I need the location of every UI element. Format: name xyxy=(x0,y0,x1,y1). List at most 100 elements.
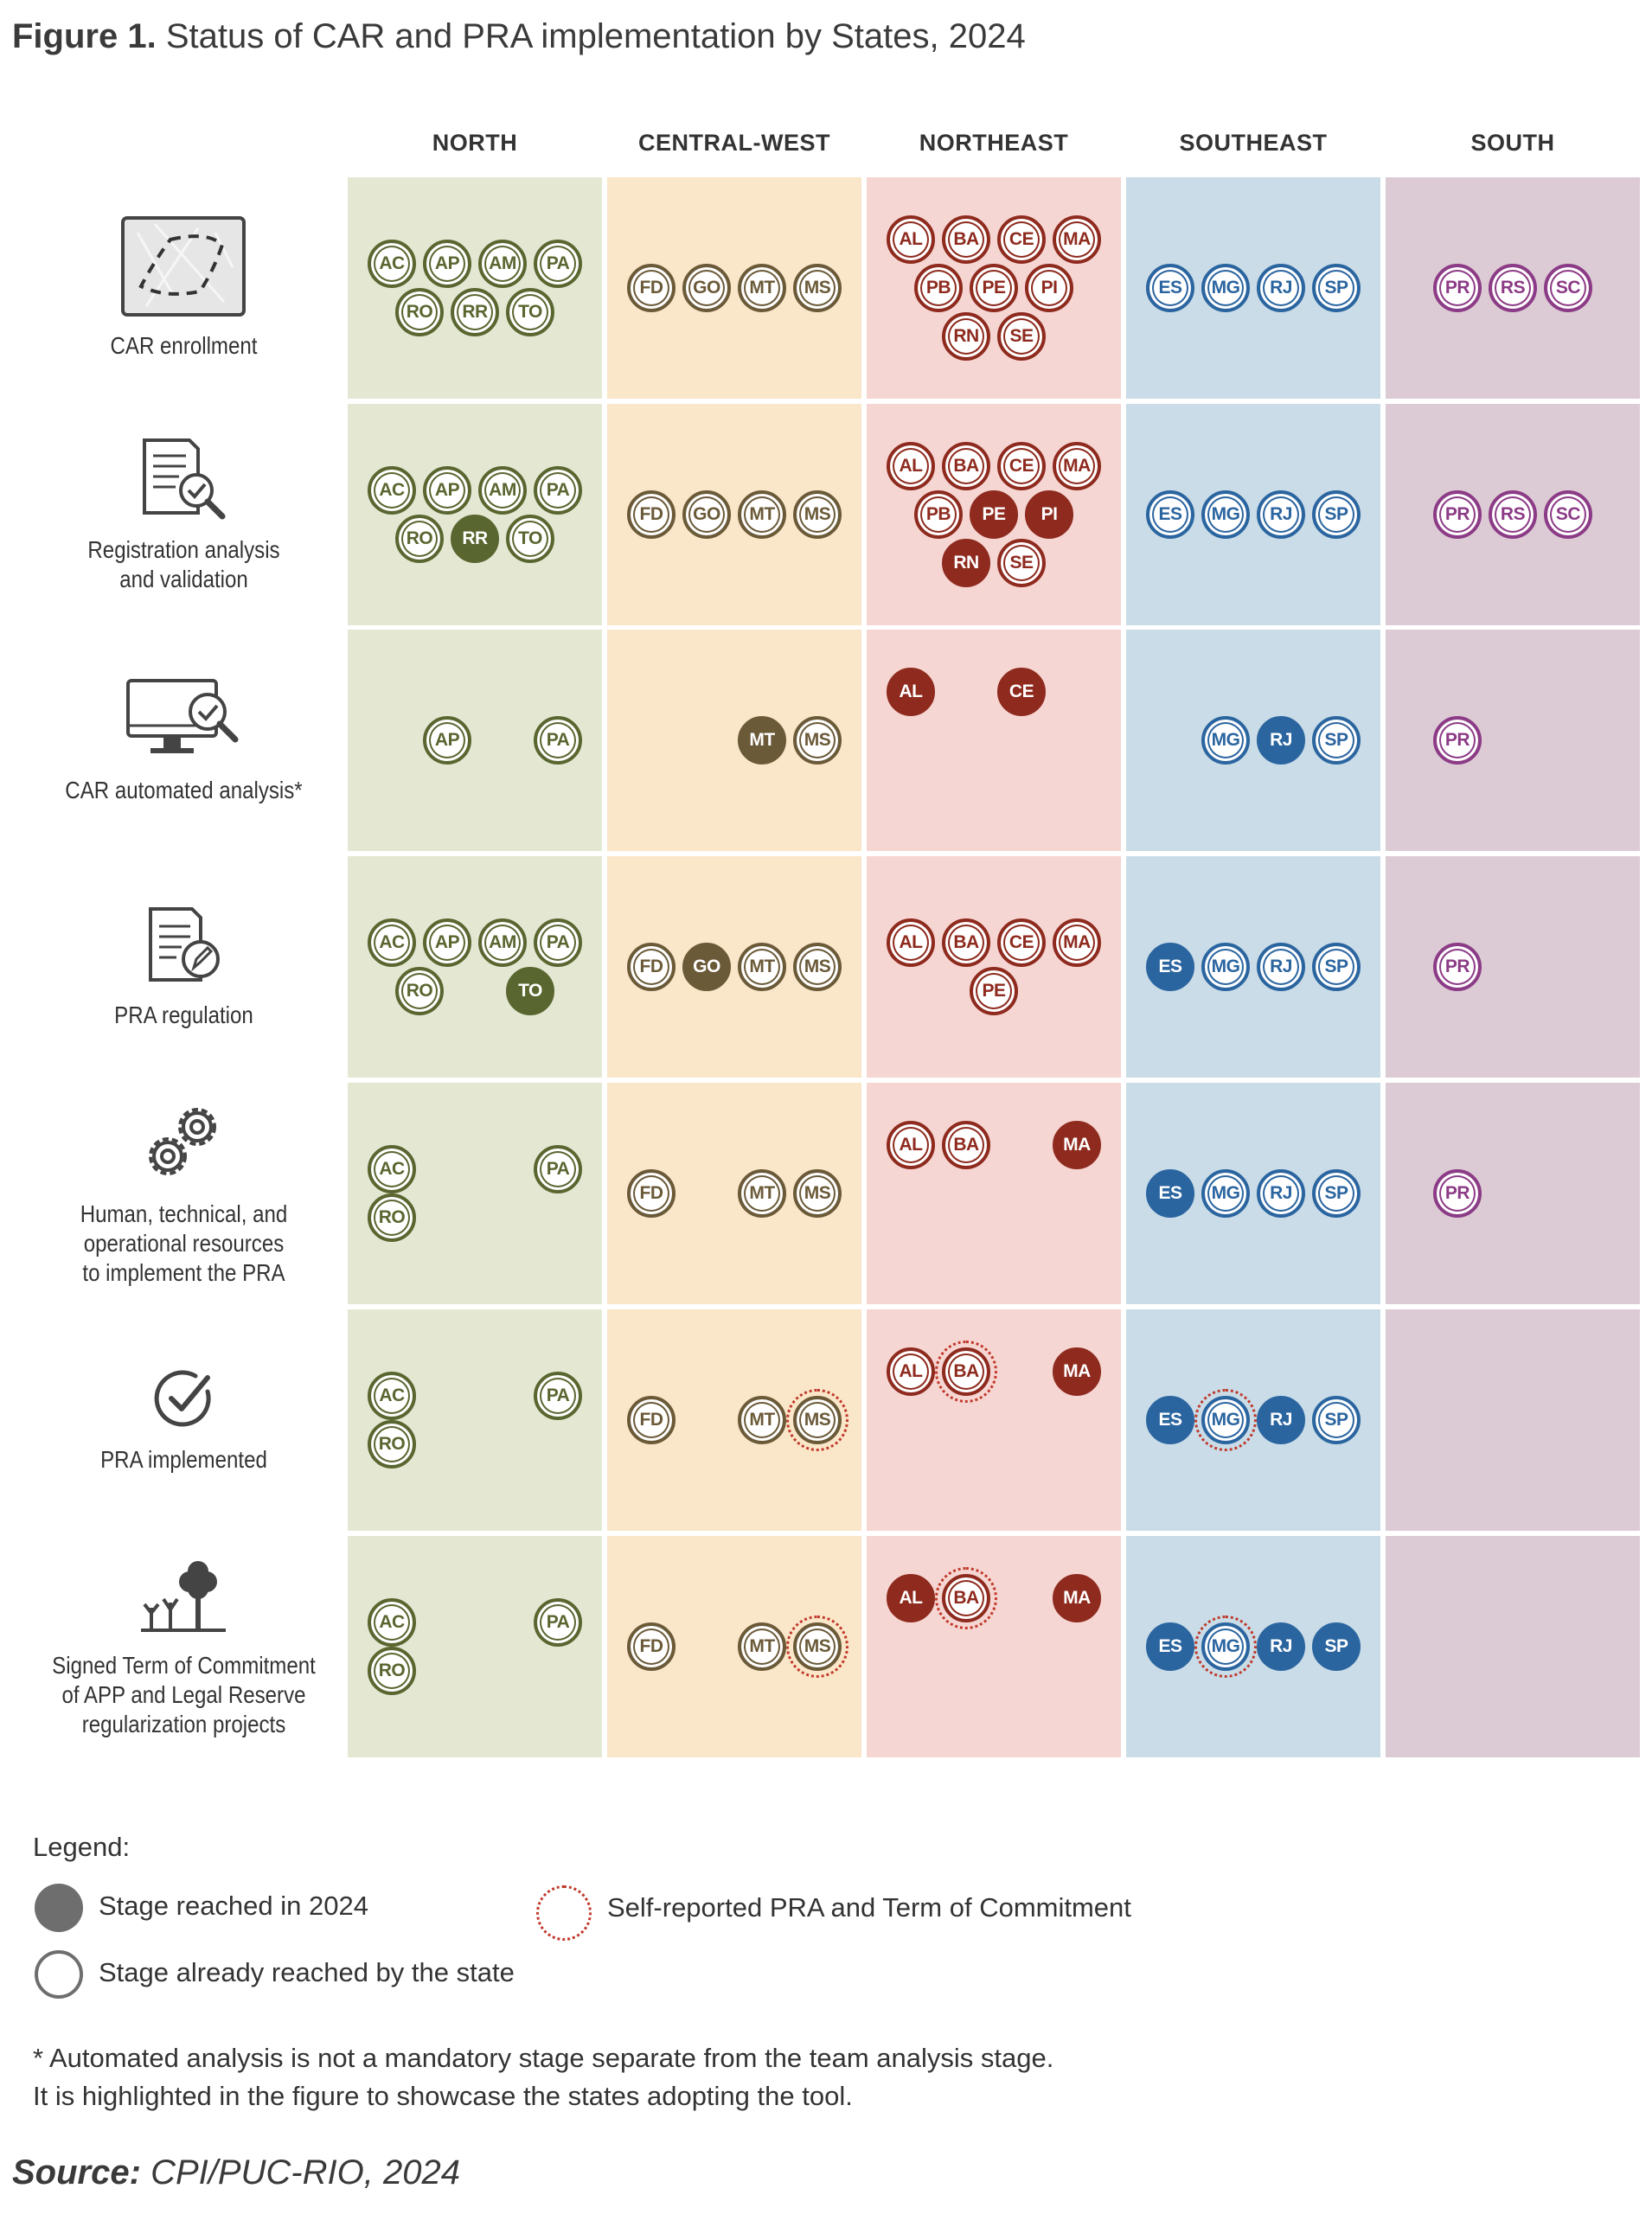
state-sc: SC xyxy=(1544,264,1592,312)
state-pr: PR xyxy=(1433,1169,1482,1218)
state-to: TO xyxy=(506,967,554,1015)
state-ro: RO xyxy=(368,1193,416,1242)
state-pr: PR xyxy=(1433,943,1482,991)
state-ms: MS xyxy=(793,1622,842,1671)
state-mt: MT xyxy=(738,1396,786,1444)
state-ac: AC xyxy=(368,466,416,515)
state-pe: PE xyxy=(970,490,1018,539)
state-pe: PE xyxy=(970,967,1018,1015)
state-es: ES xyxy=(1146,943,1194,991)
legend-already-reached: Stage already reached by the state xyxy=(99,1957,515,1987)
stage-label: PRA regulation xyxy=(114,1001,253,1028)
state-fd: FD xyxy=(627,1396,676,1444)
state-pr: PR xyxy=(1433,716,1482,765)
state-rs: RS xyxy=(1489,264,1537,312)
legend-reached-2024: Stage reached in 2024 xyxy=(99,1891,368,1921)
state-sp: SP xyxy=(1312,1169,1361,1218)
state-rj: RJ xyxy=(1257,264,1305,312)
state-mg: MG xyxy=(1201,1622,1250,1671)
state-ro: RO xyxy=(395,288,444,336)
state-pa: PA xyxy=(534,1598,582,1647)
state-sp: SP xyxy=(1312,264,1361,312)
state-ma: MA xyxy=(1053,918,1101,967)
region-header-central-west: CENTRAL-WEST xyxy=(638,130,830,156)
state-ac: AC xyxy=(368,240,416,288)
state-pe: PE xyxy=(970,264,1018,312)
state-sp: SP xyxy=(1312,943,1361,991)
state-pi: PI xyxy=(1025,264,1073,312)
stage-label: CAR enrollment xyxy=(110,332,258,359)
state-ro: RO xyxy=(395,515,444,563)
self-reported-ring xyxy=(1194,1389,1257,1451)
state-mt: MT xyxy=(738,490,786,539)
state-al: AL xyxy=(887,668,935,716)
stage-label: Human, technical, and operational resour… xyxy=(80,1200,288,1286)
state-fd: FD xyxy=(627,490,676,539)
cell-south xyxy=(1386,1309,1640,1531)
region-header-northeast: NORTHEAST xyxy=(919,130,1069,156)
state-fd: FD xyxy=(627,1622,676,1671)
state-pi: PI xyxy=(1025,490,1073,539)
state-al: AL xyxy=(887,918,935,967)
state-rj: RJ xyxy=(1257,1169,1305,1218)
state-se: SE xyxy=(997,312,1046,361)
legend-outline-swatch xyxy=(35,1950,83,1999)
state-mg: MG xyxy=(1201,716,1250,765)
cell-northeast xyxy=(867,1536,1121,1757)
state-pr: PR xyxy=(1433,264,1482,312)
state-mg: MG xyxy=(1201,943,1250,991)
state-rj: RJ xyxy=(1257,716,1305,765)
state-am: AM xyxy=(478,918,527,967)
state-rj: RJ xyxy=(1257,943,1305,991)
self-reported-ring xyxy=(1194,1616,1257,1678)
state-mt: MT xyxy=(738,943,786,991)
footnote-line-1: * Automated analysis is not a mandatory … xyxy=(33,2043,1054,2073)
state-fd: FD xyxy=(627,943,676,991)
state-ms: MS xyxy=(793,264,842,312)
cell-south xyxy=(1386,1083,1640,1304)
state-es: ES xyxy=(1146,490,1194,539)
state-sp: SP xyxy=(1312,716,1361,765)
state-es: ES xyxy=(1146,1622,1194,1671)
state-am: AM xyxy=(478,466,527,515)
stage-label: Signed Term of Commitment of APP and Leg… xyxy=(52,1652,316,1737)
self-reported-ring xyxy=(786,1389,848,1451)
state-es: ES xyxy=(1146,264,1194,312)
state-rn: RN xyxy=(942,312,990,361)
state-pb: PB xyxy=(914,264,963,312)
state-ma: MA xyxy=(1053,1347,1101,1396)
cell-northeast xyxy=(867,1309,1121,1531)
figure-title: Figure 1. Status of CAR and PRA implemen… xyxy=(12,17,1026,56)
state-mg: MG xyxy=(1201,1169,1250,1218)
state-se: SE xyxy=(997,539,1046,587)
state-ba: BA xyxy=(942,918,990,967)
state-ba: BA xyxy=(942,1121,990,1169)
legend-dotted-swatch xyxy=(536,1885,592,1941)
stage-label: Registration analysis and validation xyxy=(87,536,280,592)
state-rj: RJ xyxy=(1257,490,1305,539)
state-ma: MA xyxy=(1053,1121,1101,1169)
state-ms: MS xyxy=(793,943,842,991)
state-go: GO xyxy=(682,943,731,991)
region-header-southeast: SOUTHEAST xyxy=(1179,130,1328,156)
state-ac: AC xyxy=(368,1145,416,1193)
stage-label: PRA implemented xyxy=(100,1446,267,1473)
cell-north xyxy=(348,856,602,1078)
state-ro: RO xyxy=(395,967,444,1015)
figure-title-prefix: Figure 1. xyxy=(12,17,157,55)
state-al: AL xyxy=(887,1347,935,1396)
state-ms: MS xyxy=(793,490,842,539)
state-rj: RJ xyxy=(1257,1396,1305,1444)
state-sc: SC xyxy=(1544,490,1592,539)
cell-northeast xyxy=(867,630,1121,851)
state-mg: MG xyxy=(1201,264,1250,312)
state-fd: FD xyxy=(627,264,676,312)
figure-title-text: Status of CAR and PRA implementation by … xyxy=(165,17,1026,55)
self-reported-ring xyxy=(935,1567,997,1629)
legend-filled-swatch xyxy=(35,1884,83,1932)
state-mt: MT xyxy=(738,1622,786,1671)
map-area-icon xyxy=(120,215,247,322)
computer-check-icon xyxy=(125,675,242,766)
state-fd: FD xyxy=(627,1169,676,1218)
state-mg: MG xyxy=(1201,490,1250,539)
